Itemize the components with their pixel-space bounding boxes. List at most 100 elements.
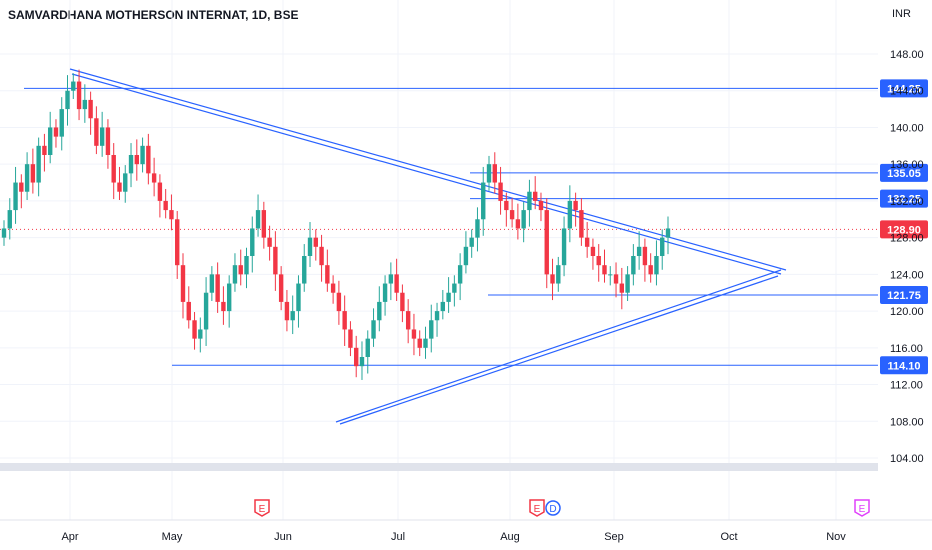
candle-body (313, 237, 318, 247)
candle-body (140, 145, 145, 165)
event-label: E (259, 504, 266, 515)
time-tick-label: Oct (720, 531, 737, 543)
candle-body (359, 357, 365, 367)
candle-body (584, 237, 590, 247)
candle-body (203, 292, 209, 330)
level-label: 135.05 (887, 168, 921, 180)
candle-body (36, 145, 41, 183)
candle-body (613, 274, 619, 284)
candle-body (13, 182, 18, 211)
candle-body (631, 256, 636, 275)
price-tick-label: 104.00 (890, 453, 924, 465)
candle-body (394, 274, 399, 293)
candle-body (423, 338, 428, 348)
candle-body (348, 329, 353, 348)
candle-body (7, 210, 12, 229)
candle-body (226, 283, 232, 312)
candle-body (47, 127, 53, 155)
time-tick-label: Apr (61, 531, 78, 543)
price-axis[interactable]: 148.00 144.00 140.00 136.00 132.00 128.00 124.… (890, 49, 924, 465)
candle-body (475, 219, 480, 238)
candle-body (302, 256, 307, 284)
candle-body (59, 109, 64, 137)
candle-body (400, 292, 405, 312)
candle-body (527, 191, 532, 211)
price-tick-label: 144.00 (890, 86, 924, 98)
candle-body (567, 200, 573, 229)
candle-body (261, 210, 267, 238)
candle-body (128, 155, 134, 174)
candle-body (452, 283, 457, 293)
price-tick-label: 148.00 (890, 49, 924, 61)
price-tick-label: 112.00 (890, 380, 923, 392)
candle-body (446, 292, 451, 302)
level-badge (880, 189, 928, 208)
candle-body (590, 246, 596, 256)
candle-body (354, 347, 359, 367)
candle-body (417, 338, 422, 348)
level-badge (880, 356, 928, 375)
candle-body (457, 265, 463, 284)
candle-body (175, 219, 180, 266)
candle-body (556, 265, 561, 284)
candles (1, 69, 671, 380)
candle-body (169, 210, 174, 220)
candle-body (342, 311, 347, 330)
candle-body (405, 311, 411, 330)
candle-body (157, 182, 163, 201)
candle-body (642, 246, 648, 266)
candle-body (654, 256, 659, 275)
currency-label: INR (892, 8, 911, 20)
earnings-icon (529, 499, 545, 517)
candle-body (105, 127, 111, 155)
candle-body (498, 182, 503, 201)
candle-body (82, 99, 88, 110)
level-badge (880, 163, 928, 182)
candle-body (544, 210, 549, 275)
candle-body (94, 118, 99, 146)
time-tick-label: Jun (274, 531, 292, 543)
price-tick-label: 140.00 (890, 122, 924, 134)
level-badge (880, 286, 928, 305)
candle-body (596, 256, 601, 266)
dividend-icon (545, 500, 561, 516)
candle-body (146, 145, 151, 174)
candle-body (88, 99, 93, 119)
candle-body (319, 246, 324, 266)
candle-body (53, 127, 59, 137)
candle-body (411, 329, 417, 339)
price-tick-label: 132.00 (890, 196, 924, 208)
candle-body (371, 320, 376, 339)
candle-body (134, 155, 139, 165)
level-label: 132.25 (887, 194, 921, 206)
candle-body (660, 237, 665, 256)
candle-body (434, 311, 440, 321)
candle-body (99, 127, 105, 146)
price-tick-label: 136.00 (890, 159, 924, 171)
candle-body (290, 311, 295, 321)
event-label: E (534, 504, 541, 515)
price-tick-label: 116.00 (890, 343, 923, 355)
candle-body (608, 274, 613, 276)
candle-body (209, 274, 215, 293)
candle-body (509, 210, 515, 220)
earnings-icon (254, 499, 270, 517)
candle-body (388, 274, 394, 284)
candle-body (330, 283, 336, 293)
candle-body (469, 237, 474, 247)
candle-body (625, 274, 630, 293)
candle-body (377, 301, 382, 321)
level-label: 114.10 (887, 360, 920, 372)
candle-body (186, 301, 191, 321)
trendline (335, 269, 782, 423)
candle-body (111, 155, 116, 183)
candle-body (180, 265, 186, 302)
candle-body (365, 338, 370, 357)
candle-body (232, 265, 238, 284)
candle-body (267, 237, 272, 247)
level-badge (880, 79, 928, 98)
time-axis[interactable]: Apr May Jun Jul Aug Sep Oct Nov (0, 519, 932, 543)
candle-body (123, 173, 128, 192)
